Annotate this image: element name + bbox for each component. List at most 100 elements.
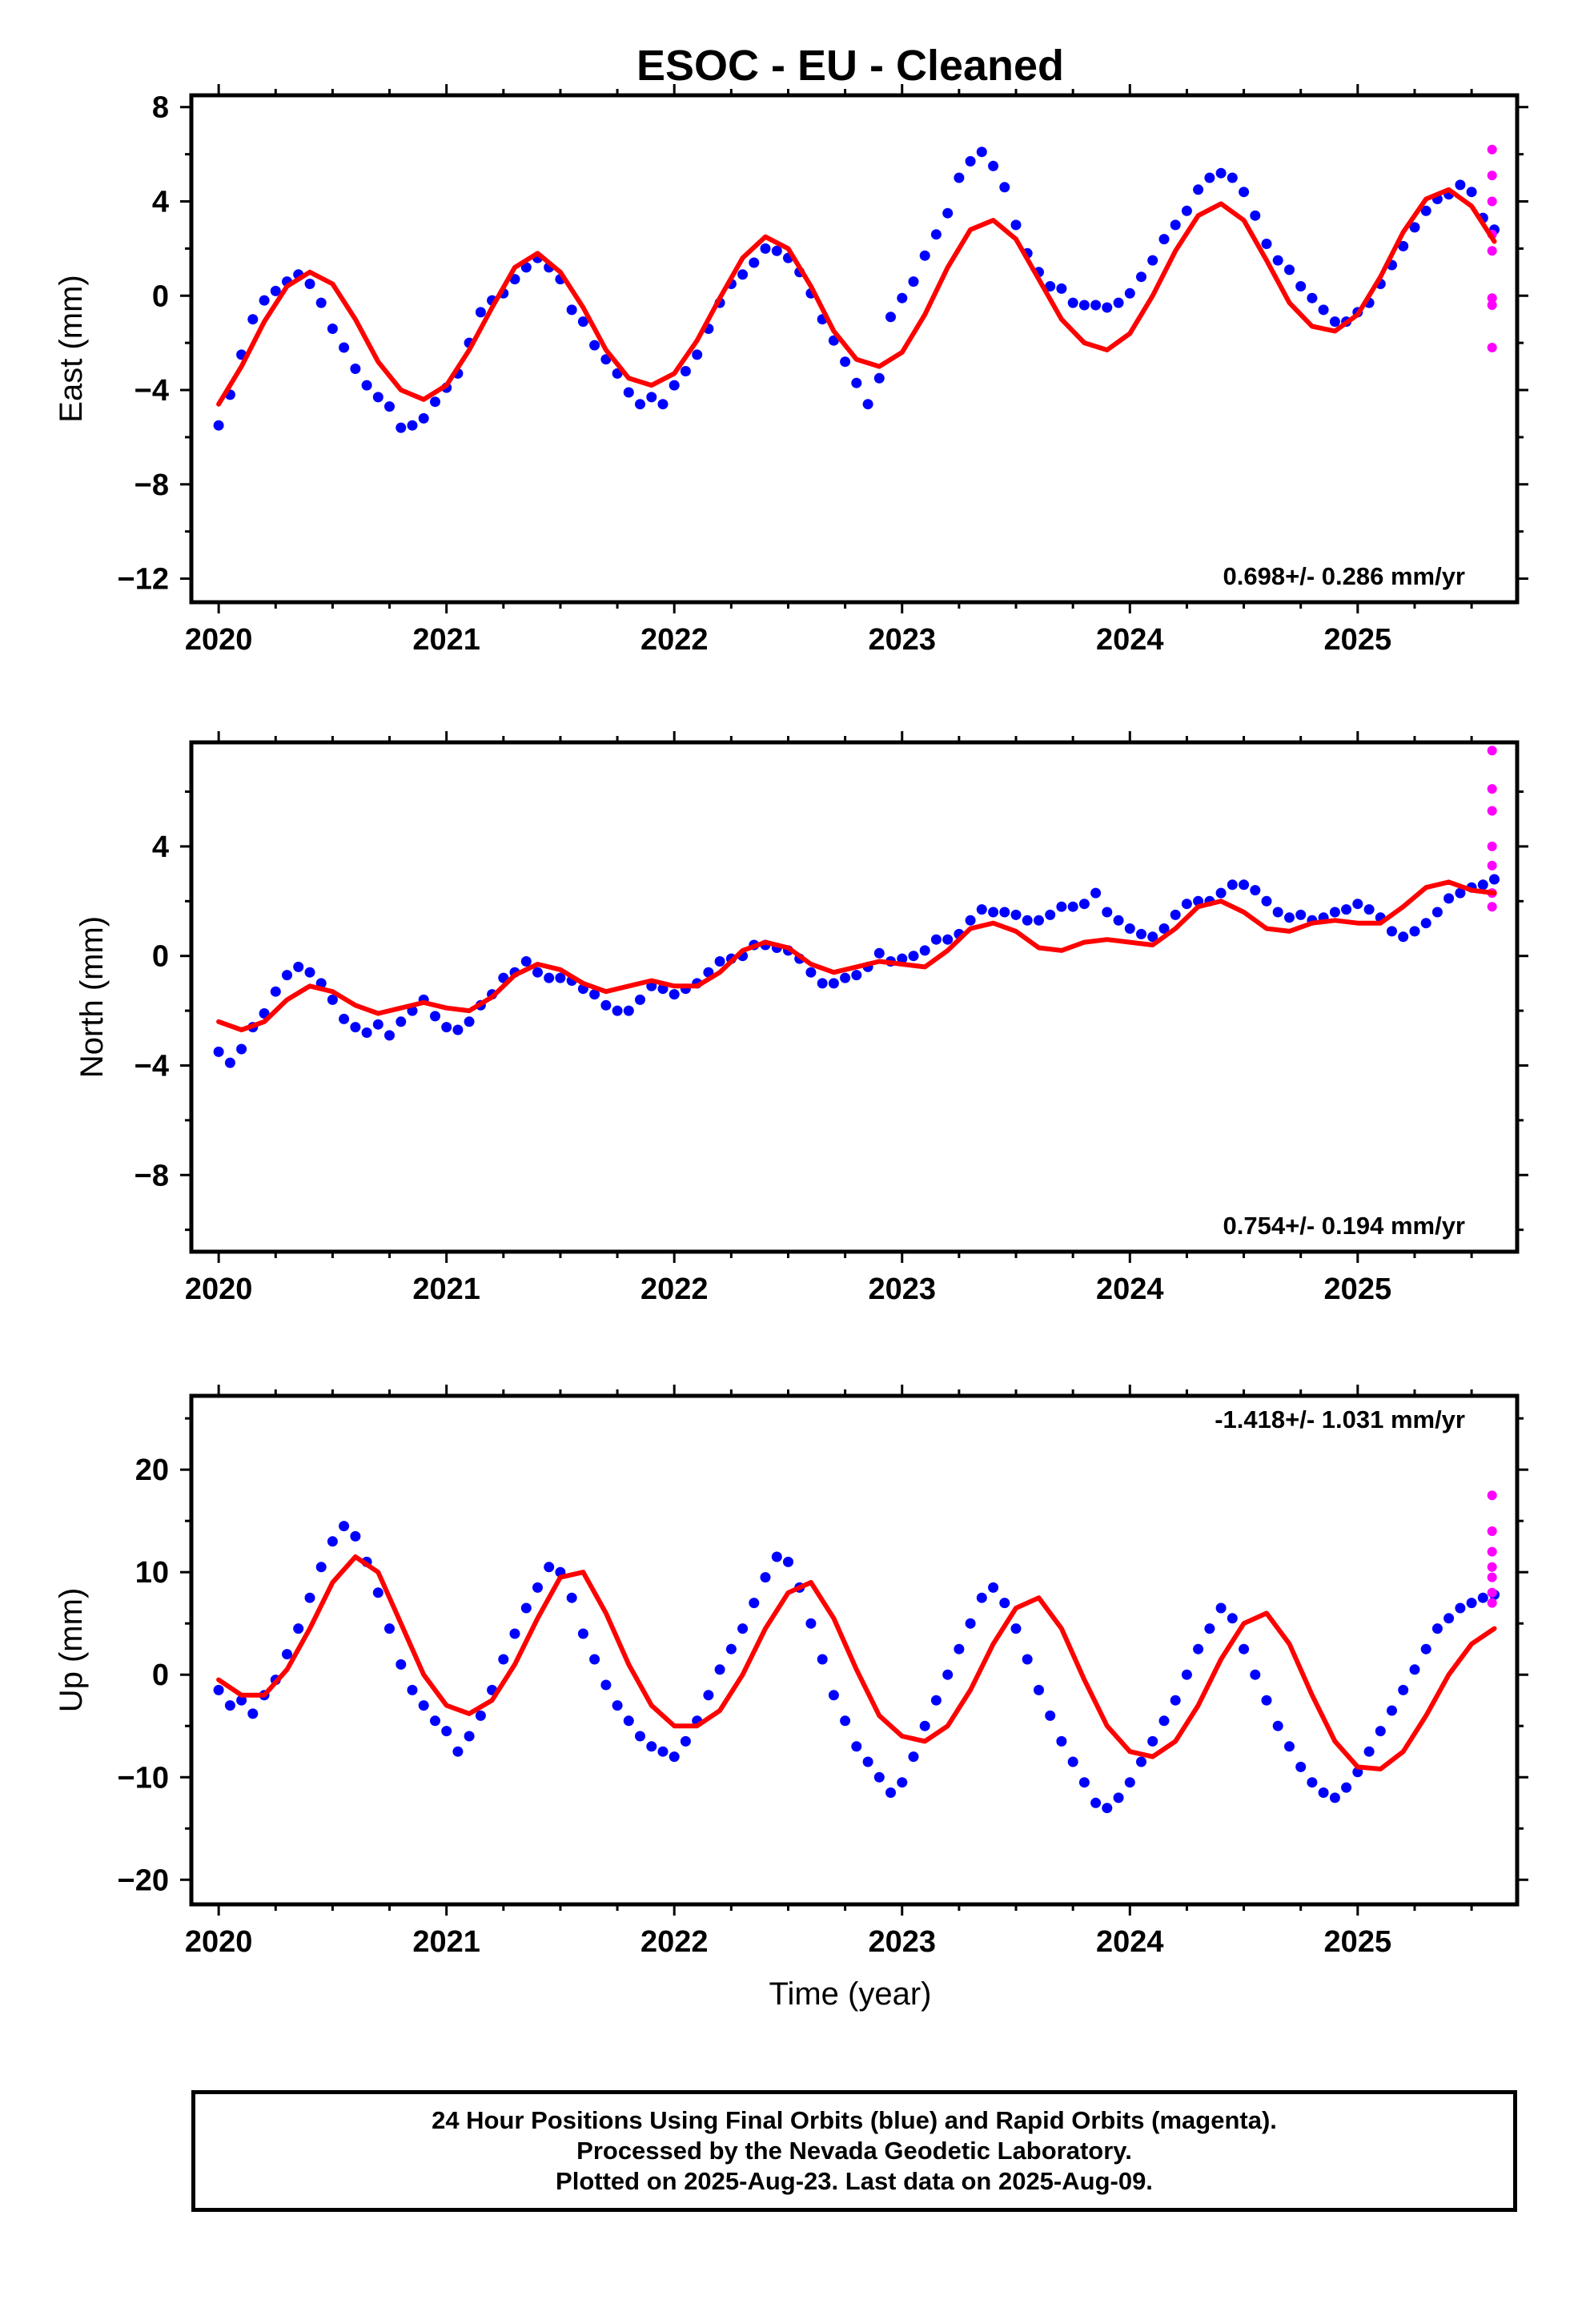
x-tick-label: 2022 xyxy=(640,623,709,657)
final-orbit-point xyxy=(1034,1684,1044,1695)
final-orbit-point xyxy=(1078,1777,1090,1788)
x-tick-label: 2024 xyxy=(1096,1273,1164,1306)
final-orbit-point xyxy=(1455,179,1466,191)
y-tick-label: 0 xyxy=(152,940,169,974)
model-fit-line xyxy=(216,879,1497,1032)
final-orbit-point xyxy=(1318,1787,1329,1798)
final-orbit-point xyxy=(646,392,657,403)
y-tick-label: 0 xyxy=(152,1659,169,1692)
final-orbit-point xyxy=(1181,205,1192,216)
final-orbit-point xyxy=(703,1690,714,1701)
final-orbit-point xyxy=(339,342,350,353)
x-tick-label: 2023 xyxy=(868,1925,936,1959)
final-orbit-point xyxy=(680,1735,691,1747)
final-orbit-point xyxy=(965,915,976,926)
final-orbit-point xyxy=(213,420,224,431)
final-orbit-point xyxy=(1204,1623,1215,1634)
final-orbit-point xyxy=(1420,918,1431,929)
final-orbit-point xyxy=(1181,1669,1192,1680)
final-orbit-point xyxy=(612,1700,623,1711)
final-orbit-point xyxy=(749,257,760,268)
final-orbit-point xyxy=(1363,904,1375,915)
final-orbit-point xyxy=(1284,912,1295,923)
rapid-orbit-point xyxy=(1487,343,1497,352)
final-orbit-point xyxy=(1067,1756,1078,1767)
rapid-orbit-point xyxy=(1487,841,1497,851)
final-orbit-point xyxy=(760,1572,771,1583)
final-orbit-point xyxy=(1067,297,1078,308)
final-orbit-point xyxy=(1067,901,1078,912)
final-orbit-point xyxy=(840,972,851,983)
final-orbit-point xyxy=(999,182,1010,193)
final-orbit-point xyxy=(259,295,270,306)
y-axis-label: Up (mm) xyxy=(54,1588,89,1713)
final-orbit-point xyxy=(897,292,908,304)
final-orbit-point xyxy=(1307,1777,1318,1788)
x-tick-label: 2020 xyxy=(185,1925,253,1959)
final-orbit-point xyxy=(1398,931,1409,943)
final-orbit-point xyxy=(828,1690,839,1701)
final-orbit-point xyxy=(430,396,440,408)
final-orbit-point xyxy=(1398,240,1409,251)
final-orbit-point xyxy=(396,422,407,433)
final-orbit-point xyxy=(623,387,634,398)
final-orbit-point xyxy=(372,1587,383,1598)
final-orbit-point xyxy=(1363,1746,1375,1757)
final-orbit-point xyxy=(1215,167,1227,179)
final-orbit-point xyxy=(430,1011,440,1022)
final-orbit-point xyxy=(714,1664,725,1675)
final-orbit-point xyxy=(635,994,645,1005)
rapid-orbit-point xyxy=(1487,1546,1497,1557)
final-orbit-point xyxy=(817,1654,828,1665)
final-orbit-point xyxy=(1329,1792,1340,1803)
final-orbit-point xyxy=(1158,1715,1170,1727)
final-orbit-point xyxy=(1170,219,1181,231)
final-orbit-point xyxy=(897,1777,908,1788)
final-orbit-point xyxy=(270,285,281,296)
final-orbit-point xyxy=(304,1592,315,1603)
x-tick-label: 2023 xyxy=(868,1273,936,1306)
final-orbit-point xyxy=(623,1005,634,1016)
final-orbit-point xyxy=(1056,283,1067,294)
final-orbit-point xyxy=(1056,1735,1067,1747)
final-orbit-point xyxy=(566,304,577,316)
final-orbit-point xyxy=(1261,895,1272,907)
final-orbit-point xyxy=(372,1019,383,1030)
velocity-rate-label: 0.698+/- 0.286 mm/yr xyxy=(1223,562,1465,590)
final-orbit-point xyxy=(714,956,725,967)
final-orbit-point xyxy=(1420,205,1431,216)
final-orbit-point xyxy=(1250,885,1261,896)
final-orbit-point xyxy=(1295,909,1307,920)
final-orbit-point xyxy=(520,1602,532,1614)
x-tick-label: 2024 xyxy=(1096,623,1164,657)
final-orbit-point xyxy=(1477,1592,1488,1603)
final-orbit-point xyxy=(885,312,896,323)
final-orbit-point xyxy=(213,1684,224,1695)
final-orbit-point xyxy=(1443,1613,1455,1624)
final-orbit-point xyxy=(1124,923,1135,934)
final-orbit-point xyxy=(1261,239,1272,249)
y-tick-label: 0 xyxy=(152,279,169,313)
final-orbit-point xyxy=(213,1046,224,1057)
final-orbit-point xyxy=(589,340,600,351)
final-orbit-point xyxy=(1045,1710,1056,1721)
final-orbit-point xyxy=(1113,297,1124,308)
final-orbit-point xyxy=(817,978,828,989)
final-orbit-point xyxy=(1295,281,1307,292)
y-tick-label: 20 xyxy=(135,1454,169,1487)
final-orbit-point xyxy=(1272,255,1283,266)
plot-frame xyxy=(189,93,1520,605)
final-orbit-point xyxy=(1045,909,1056,920)
final-orbit-point xyxy=(1455,887,1466,899)
final-orbit-point xyxy=(1329,907,1340,918)
y-tick-label: −12 xyxy=(118,563,169,597)
rapid-orbit-point xyxy=(1487,1526,1497,1536)
final-orbit-point xyxy=(418,412,429,424)
final-orbit-point xyxy=(372,392,383,403)
final-orbit-point xyxy=(532,967,543,978)
final-orbit-point xyxy=(999,907,1010,918)
final-orbit-point xyxy=(930,1695,942,1706)
final-orbit-point xyxy=(1409,222,1420,233)
model-fit-line xyxy=(216,187,1497,407)
